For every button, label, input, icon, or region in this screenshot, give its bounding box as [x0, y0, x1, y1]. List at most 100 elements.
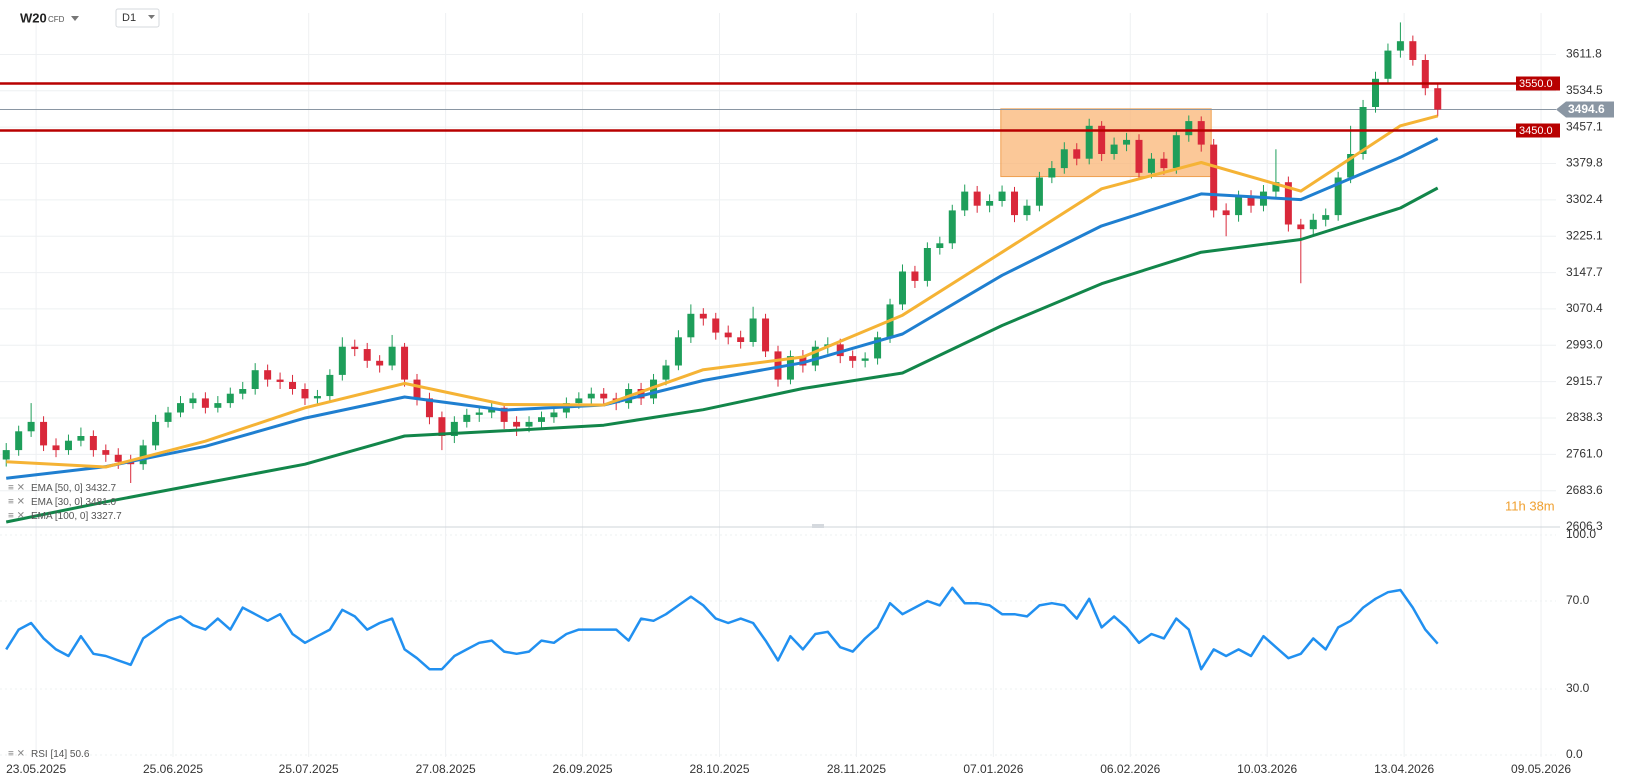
symbol-dropdown[interactable]: [71, 16, 79, 21]
legend-value: 3432.7: [85, 483, 116, 494]
candle-body: [1434, 88, 1442, 110]
x-tick-label: 09.05.2026: [1511, 762, 1571, 776]
candle-body: [401, 346, 409, 380]
overlay-layer: 23.05.2025 25.06.2025 25.07.2025 27.08.2025…: [0, 47, 1614, 776]
candle-body: [799, 356, 807, 366]
rsi-legend: ≡ ✕ RSI [14] 50.6: [8, 749, 90, 760]
candle-body: [438, 417, 446, 436]
candle-body: [77, 436, 85, 441]
candle-body: [1011, 191, 1019, 216]
timeframe[interactable]: D1: [122, 12, 136, 24]
candle-body: [737, 337, 745, 342]
candle-body: [1060, 149, 1068, 169]
candle-body: [1035, 177, 1043, 206]
candle-body: [650, 379, 658, 399]
candle-body: [388, 346, 396, 366]
legend-entry: RSI [14] 50.6: [31, 749, 90, 760]
candle-body: [1284, 182, 1292, 225]
candle-body: [1222, 210, 1230, 216]
symbol[interactable]: W20: [20, 10, 47, 25]
legend-entry: EMA [30, 0] 3481.0: [31, 497, 117, 508]
legend-value: 3327.7: [91, 511, 122, 522]
y-tick-label: 2993.0: [1566, 337, 1603, 351]
legend-icon[interactable]: ≡ ✕: [8, 511, 25, 522]
candle-body: [1347, 154, 1355, 178]
timeframe-box[interactable]: [115, 8, 160, 28]
candle-body: [239, 389, 247, 394]
candle-body: [1147, 158, 1155, 173]
candle-body: [1247, 196, 1255, 206]
candle-body: [637, 389, 645, 399]
candle-body: [1085, 125, 1093, 159]
candle-body: [226, 393, 234, 404]
y-tick-label: 3534.5: [1566, 83, 1603, 97]
y-tick-label: 2683.6: [1566, 483, 1603, 497]
candle-body: [27, 421, 35, 432]
candle-body: [463, 414, 471, 422]
candle-body: [176, 403, 184, 413]
candle-body: [811, 346, 819, 366]
y-tick-label: 30.0: [1566, 681, 1590, 695]
x-tick-label: 13.04.2026: [1374, 762, 1434, 776]
timeframe-dropdown[interactable]: [148, 15, 155, 19]
candle-body: [786, 356, 794, 380]
candle-body: [724, 332, 732, 338]
x-tick-label: 25.07.2025: [279, 762, 339, 776]
rsi-line: [5, 586, 1439, 671]
candle-body: [1110, 144, 1118, 154]
y-tick-label: 2838.3: [1566, 410, 1603, 424]
candle-body: [413, 379, 421, 399]
legend-icon[interactable]: ≡ ✕: [8, 483, 25, 494]
ema-line: [5, 186, 1439, 524]
candle-body: [762, 318, 770, 352]
y-tick-label: 2606.3: [1566, 519, 1603, 533]
candle-body: [587, 393, 595, 399]
candle-body: [687, 313, 695, 338]
candle-body: [189, 398, 197, 404]
candle-body: [849, 356, 857, 361]
candle-body: [973, 191, 981, 206]
x-tick-label: 28.10.2025: [689, 762, 749, 776]
candle-body: [1384, 50, 1392, 79]
candle-body: [749, 318, 757, 342]
legend-entry: EMA [100, 0] 3327.7: [31, 511, 122, 522]
legend-icon[interactable]: ≡ ✕: [8, 749, 25, 760]
legend-icon[interactable]: ≡ ✕: [8, 497, 25, 508]
candle-body: [699, 313, 707, 319]
candle-body: [513, 421, 521, 427]
candle-body: [89, 436, 97, 451]
candle-body: [351, 346, 359, 350]
candle-body: [674, 337, 682, 366]
candle-body: [1235, 196, 1243, 216]
candle-body: [575, 398, 583, 404]
candle-body: [1048, 168, 1056, 178]
level-label: 3450.0: [1519, 125, 1553, 137]
countdown: 11h 38m: [1505, 498, 1555, 513]
level-label-box: [1516, 123, 1560, 138]
candle-body: [264, 370, 272, 380]
x-tick-label: 06.02.2026: [1100, 762, 1160, 776]
candle-body: [1409, 41, 1417, 60]
instrument-type: CFD: [48, 15, 65, 24]
candle-body: [114, 454, 122, 462]
y-tick-label: 3457.1: [1566, 119, 1603, 133]
candle-body: [1172, 135, 1180, 169]
last-price-label: 3494.6: [1568, 102, 1605, 116]
candle-body: [1023, 205, 1031, 216]
level-label-box: [1516, 76, 1560, 91]
candle-body: [1272, 182, 1280, 192]
panel-resize-handle[interactable]: [812, 524, 824, 528]
candle-body: [338, 346, 346, 375]
legend-entry: EMA [50, 0] 3432.7: [31, 483, 117, 494]
y-tick-label: 3070.4: [1566, 301, 1603, 315]
candle-body: [525, 421, 533, 427]
candle-body: [1197, 121, 1205, 145]
candle-body: [1396, 41, 1404, 51]
y-tick-label: 100.0: [1566, 527, 1596, 541]
y-tick-label: 2915.7: [1566, 374, 1603, 388]
candle-body: [201, 398, 209, 408]
candle-body: [1322, 215, 1330, 220]
candle-body: [1098, 125, 1106, 154]
x-tick-label: 27.08.2025: [416, 762, 476, 776]
